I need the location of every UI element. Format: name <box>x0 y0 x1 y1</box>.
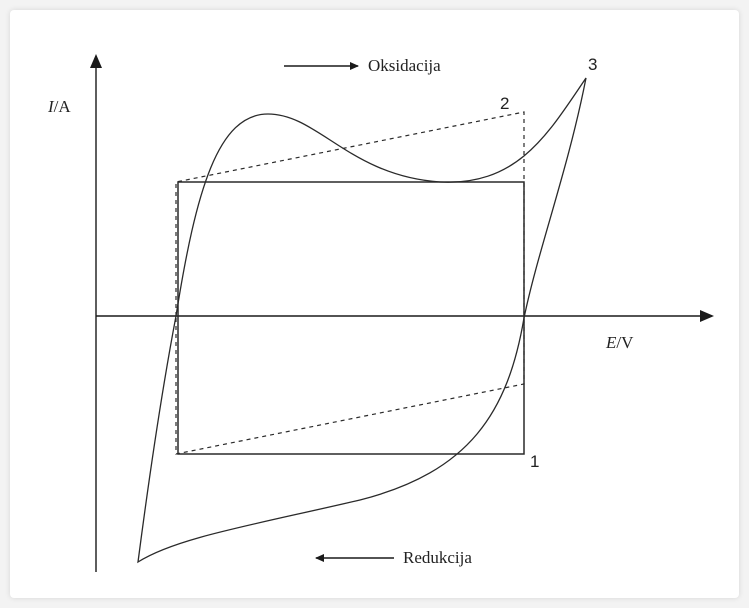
figure-frame <box>10 10 739 598</box>
y-axis-label-symbol: I <box>47 97 55 116</box>
curve-2-label: 2 <box>500 94 509 113</box>
y-axis-label: I/A <box>47 97 71 116</box>
x-axis-label: E/V <box>605 333 634 352</box>
curve-2-dashed <box>175 111 525 455</box>
reduction-label: Redukcija <box>403 548 472 567</box>
x-axis-label-symbol: E <box>605 333 617 352</box>
curve-3-label: 3 <box>588 55 597 74</box>
oxidation-label: Oksidacija <box>368 56 441 75</box>
curve-3-loop <box>137 77 587 564</box>
x-axis-label-unit: /V <box>616 333 634 352</box>
curve-1-label: 1 <box>530 452 539 471</box>
curve-1-rectangle <box>177 181 525 455</box>
y-axis-label-unit: /A <box>54 97 72 116</box>
